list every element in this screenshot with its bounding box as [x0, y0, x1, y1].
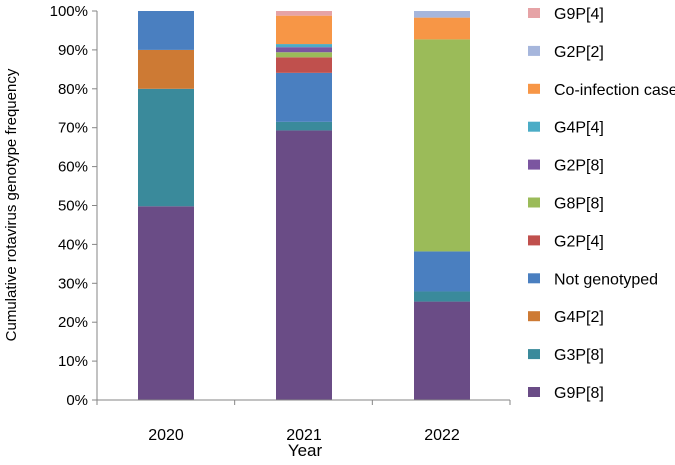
bar-segment	[276, 121, 332, 131]
legend-swatch	[528, 159, 540, 170]
bar-segment	[414, 11, 470, 18]
x-axis-title: Year	[288, 441, 323, 460]
legend-swatch	[528, 197, 540, 208]
y-tick-label: 0%	[66, 392, 88, 409]
y-tick-label: 40%	[58, 236, 88, 253]
bar-segment	[414, 39, 470, 252]
legend-swatch	[528, 121, 540, 132]
bar-segment	[138, 206, 194, 400]
bar-segment	[414, 251, 470, 292]
y-tick-label: 100%	[50, 3, 88, 20]
legend-swatch	[528, 45, 540, 56]
bar-segment	[138, 49, 194, 89]
legend-swatch	[528, 273, 540, 284]
bar-segment	[414, 301, 470, 400]
bar-segment	[276, 47, 332, 53]
legend-swatch	[528, 83, 540, 94]
legend-label: Co-infection cases	[554, 82, 675, 99]
legend-swatch	[528, 8, 540, 18]
legend-label: G4P[4]	[554, 120, 604, 137]
bar-segment	[276, 44, 332, 48]
legend-label: G4P[2]	[554, 309, 604, 326]
x-tick-label: 2021	[286, 427, 322, 444]
y-tick-label: 80%	[58, 81, 88, 98]
legend-label: G2P[8]	[554, 158, 604, 175]
bar-segment	[276, 130, 332, 400]
bar-segment	[414, 17, 470, 40]
legend-label: G2P[2]	[554, 44, 604, 61]
y-tick-label: 60%	[58, 159, 88, 176]
y-tick-label: 70%	[58, 120, 88, 137]
bars-layer	[138, 11, 470, 400]
x-tick-label: 2022	[424, 427, 460, 444]
bar-segment	[276, 57, 332, 73]
legend-label: G9P[8]	[554, 385, 604, 402]
legend-swatch	[528, 235, 540, 246]
legend-label: G8P[8]	[554, 196, 604, 213]
bar-segment	[138, 11, 194, 50]
bar-segment	[276, 52, 332, 58]
legend-label: G2P[4]	[554, 233, 604, 250]
legend-swatch	[528, 311, 540, 322]
bar-segment	[414, 291, 470, 302]
legend-swatch	[528, 387, 540, 397]
y-ticks: 0% 10% 20% 30% 40% 50% 60% 70% 80% 90% 100%	[50, 3, 97, 409]
y-tick-label: 50%	[58, 198, 88, 215]
y-tick-label: 20%	[58, 314, 88, 331]
legend: G9P[4] G2P[2] Co-infection cases G4P[4] G2P[…	[528, 6, 675, 402]
y-tick-label: 30%	[58, 275, 88, 292]
bar-segment	[276, 72, 332, 122]
x-ticks: 2020 2021 2022	[96, 400, 511, 444]
y-axis-title: Cumulative rotavirus genotype frequency	[3, 68, 20, 341]
legend-swatch	[528, 349, 540, 360]
bar-segment	[138, 88, 194, 207]
y-tick-label: 10%	[58, 353, 88, 370]
bar-segment	[276, 11, 332, 16]
legend-label: G9P[4]	[554, 6, 604, 23]
x-tick-label: 2020	[148, 427, 184, 444]
legend-label: Not genotyped	[554, 271, 658, 288]
bar-segment	[276, 15, 332, 45]
legend-label: G3P[8]	[554, 347, 604, 364]
y-tick-label: 90%	[58, 42, 88, 59]
